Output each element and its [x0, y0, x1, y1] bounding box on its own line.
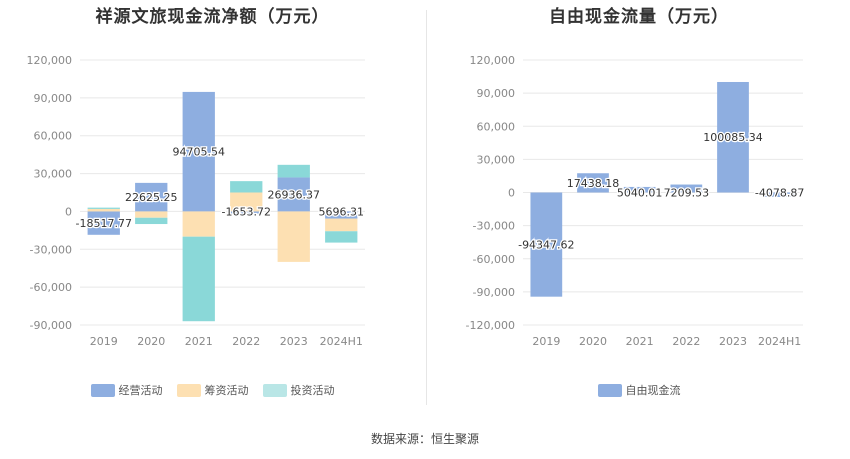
y-tick-label: 60,000	[34, 130, 73, 143]
y-tick-label: 60,000	[477, 120, 516, 133]
y-tick-label: 90,000	[477, 87, 516, 100]
y-tick-label: 120,000	[27, 54, 73, 67]
x-tick-label: 2020	[137, 335, 165, 348]
data-label: 7209.53	[664, 187, 710, 200]
data-label: -18517.77	[76, 217, 132, 230]
data-label: -94347.62	[518, 239, 574, 252]
bar-经营活动-2022	[230, 211, 263, 214]
bar-投资活动-2021	[182, 236, 215, 322]
cash-flow-net-chart: 120,000 90,000 60,000 30,000 0 -30,000 -60,000…	[27, 54, 366, 348]
data-label: -4078.87	[755, 187, 804, 200]
bar-自由现金流-2022	[670, 184, 703, 193]
data-label: 26936.37	[268, 188, 321, 201]
data-label: 5696.31	[319, 205, 365, 218]
y-tick-label: -90,000	[473, 286, 515, 299]
free-cash-flow-chart: 120,000 90,000 60,000 30,000 0 -30,000 -60,000…	[466, 54, 806, 348]
bar-筹资活动-2021	[182, 211, 215, 237]
bar-投资活动-2020	[135, 217, 168, 225]
bar-筹资活动-2024H1	[325, 218, 358, 232]
bar-自由现金流-2023	[717, 81, 749, 193]
legend-swatch-investing	[262, 383, 287, 397]
data-label: 17438.18	[567, 177, 620, 190]
x-tick-label: 2023	[280, 335, 308, 348]
x-tick-label: 2023	[719, 335, 747, 348]
x-tick-label: 2020	[579, 335, 607, 348]
free-cash-flow-panel: 自由现金流量（万元） 120,000 90,000 60,000 30,000 0 -30…	[428, 0, 850, 410]
bar-经营活动-2024H1	[325, 211, 358, 219]
legend-free-cash-flow: 自由现金流	[428, 382, 850, 398]
bar-投资活动-2024H1	[325, 231, 358, 243]
data-label: 5040.01	[617, 187, 663, 200]
y-tick-label: -120,000	[466, 319, 515, 332]
bar-自由现金流-2021	[623, 186, 656, 193]
y-tick-label: -60,000	[30, 281, 72, 294]
x-tick-label: 2022	[232, 335, 260, 348]
x-tick-label: 2021	[626, 335, 654, 348]
y-tick-label: 30,000	[477, 153, 516, 166]
y-tick-label: 0	[65, 205, 72, 218]
data-label: 94705.54	[173, 146, 226, 159]
panel-divider	[426, 10, 427, 405]
y-tick-label: 0	[508, 187, 515, 200]
y-tick-label: 120,000	[470, 54, 516, 67]
y-tick-label: -30,000	[473, 220, 515, 233]
bar-自由现金流-2020	[577, 173, 609, 193]
bar-投资活动-2019	[87, 207, 120, 209]
data-label: 22625.25	[125, 191, 178, 204]
legend-swatch-financing	[176, 383, 201, 397]
cash-flow-net-panel: 祥源文旅现金流净额（万元） 120,000 90,000 60,000 30,000 0…	[0, 0, 425, 410]
legend-item-free-cash-flow[interactable]: 自由现金流	[597, 382, 681, 398]
legend-label-free-cash-flow: 自由现金流	[625, 384, 681, 397]
legend-item-investing[interactable]: 投资活动	[262, 382, 335, 398]
bar-自由现金流-2024H1	[763, 192, 796, 198]
legend-cash-flow-net: 经营活动 筹资活动 投资活动	[0, 382, 425, 398]
y-tick-label: -90,000	[30, 319, 72, 332]
data-label: 100085.34	[703, 131, 763, 144]
legend-item-financing[interactable]: 筹资活动	[176, 382, 249, 398]
data-label: -1653.72	[222, 205, 271, 218]
y-tick-label: 30,000	[34, 168, 73, 181]
legend-item-operating[interactable]: 经营活动	[90, 382, 163, 398]
x-tick-label: 2019	[532, 335, 560, 348]
bar-经营活动-2019	[87, 211, 120, 235]
bar-投资活动-2023	[277, 164, 310, 178]
chart-title-cash-flow-net: 祥源文旅现金流净额（万元）	[95, 7, 330, 27]
bar-筹资活动-2020	[135, 211, 168, 218]
legend-label-investing: 投资活动	[290, 384, 335, 397]
chart-title-free-cash-flow: 自由现金流量（万元）	[549, 7, 729, 27]
bar-自由现金流-2019	[530, 192, 563, 297]
y-tick-label: -30,000	[30, 243, 72, 256]
y-tick-label: -60,000	[473, 253, 515, 266]
bar-筹资活动-2019	[87, 208, 120, 212]
bar-经营活动-2021	[182, 91, 215, 212]
x-tick-label: 2024H1	[758, 335, 801, 348]
bar-投资活动-2022	[230, 181, 263, 193]
bar-筹资活动-2022	[230, 192, 263, 212]
x-tick-label: 2021	[185, 335, 213, 348]
y-tick-label: 90,000	[34, 92, 73, 105]
data-source-note: 数据来源：恒生聚源	[370, 432, 479, 446]
x-tick-label: 2024H1	[320, 335, 363, 348]
legend-swatch-operating	[90, 383, 115, 397]
legend-swatch-free-cash-flow	[597, 383, 622, 397]
bar-筹资活动-2023	[277, 211, 310, 262]
x-tick-label: 2019	[90, 335, 118, 348]
bar-经营活动-2023	[277, 177, 310, 212]
bar-经营活动-2020	[135, 182, 168, 212]
x-tick-label: 2022	[672, 335, 700, 348]
legend-label-operating: 经营活动	[118, 384, 163, 397]
legend-label-financing: 筹资活动	[204, 384, 249, 397]
